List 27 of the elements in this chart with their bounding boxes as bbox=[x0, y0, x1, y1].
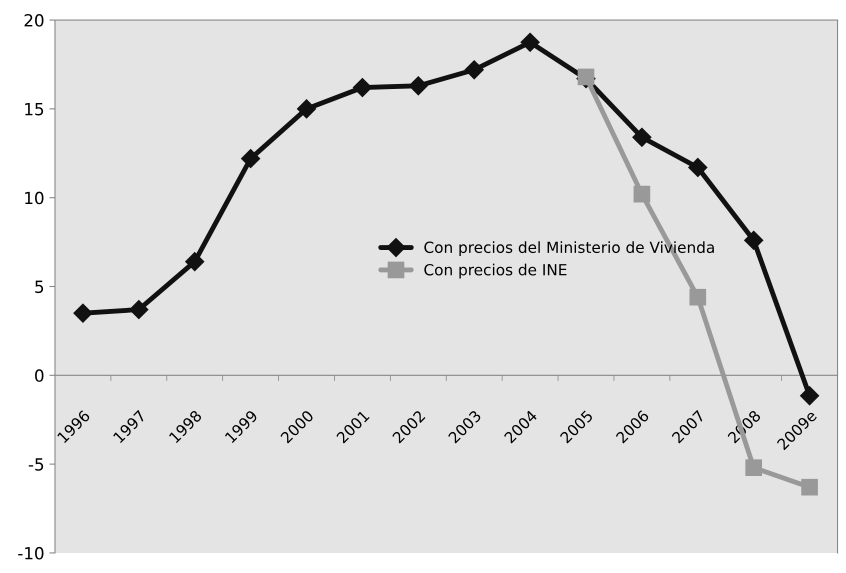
legend-label: Con precios de INE bbox=[424, 264, 566, 278]
point bbox=[745, 459, 762, 476]
y-tick-label: 0 bbox=[35, 369, 44, 382]
point bbox=[408, 76, 428, 96]
point bbox=[632, 128, 652, 147]
point bbox=[688, 158, 708, 178]
point bbox=[296, 99, 316, 118]
point bbox=[185, 252, 204, 272]
point bbox=[352, 78, 372, 98]
point bbox=[520, 32, 540, 52]
y-tick-label: 10 bbox=[25, 192, 44, 204]
point bbox=[241, 149, 260, 168]
point bbox=[800, 386, 820, 406]
point bbox=[634, 186, 650, 202]
point bbox=[129, 300, 148, 320]
point bbox=[464, 60, 484, 80]
y-tick-label: 5 bbox=[35, 280, 44, 294]
point bbox=[73, 304, 92, 323]
point bbox=[689, 288, 706, 306]
point bbox=[578, 68, 594, 86]
y-tick-label: 15 bbox=[25, 103, 44, 116]
point bbox=[801, 478, 818, 496]
y-tick-label: -10 bbox=[18, 546, 44, 560]
y-tick-label: 20 bbox=[24, 14, 44, 27]
legend-label: Con precios del Ministerio de Vivienda bbox=[424, 241, 714, 256]
point bbox=[744, 230, 764, 250]
y-tick-label: -5 bbox=[28, 458, 44, 471]
